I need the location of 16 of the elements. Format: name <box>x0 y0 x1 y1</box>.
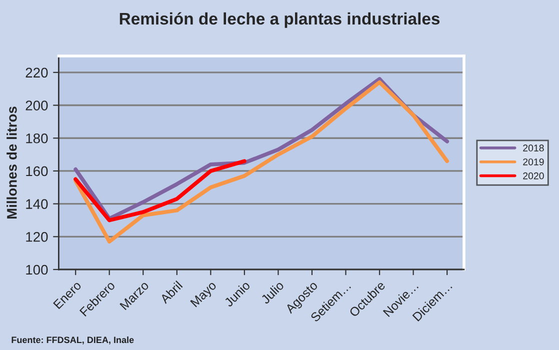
chart-title: Remisión de leche a plantas industriales <box>120 12 440 28</box>
y-tick-label: 100 <box>26 264 48 275</box>
x-tick-label: Julio <box>260 280 284 304</box>
legend-label: 2018 <box>523 144 544 152</box>
y-tick-label: 180 <box>26 133 48 144</box>
source-note: Fuente: FFDSAL, DIEA, Inale <box>12 336 134 344</box>
y-tick-label: 120 <box>26 232 48 242</box>
line-series <box>74 159 246 222</box>
y-axis-title: Millones de litros <box>6 106 17 219</box>
legend-label: 2020 <box>523 172 544 180</box>
y-tick-label: 140 <box>26 199 48 209</box>
line-series <box>74 80 450 244</box>
y-tick-label: 160 <box>26 166 48 176</box>
y-tick-label: 220 <box>26 68 48 78</box>
legend-label: 2019 <box>523 158 544 166</box>
y-tick-label: 200 <box>26 100 48 110</box>
